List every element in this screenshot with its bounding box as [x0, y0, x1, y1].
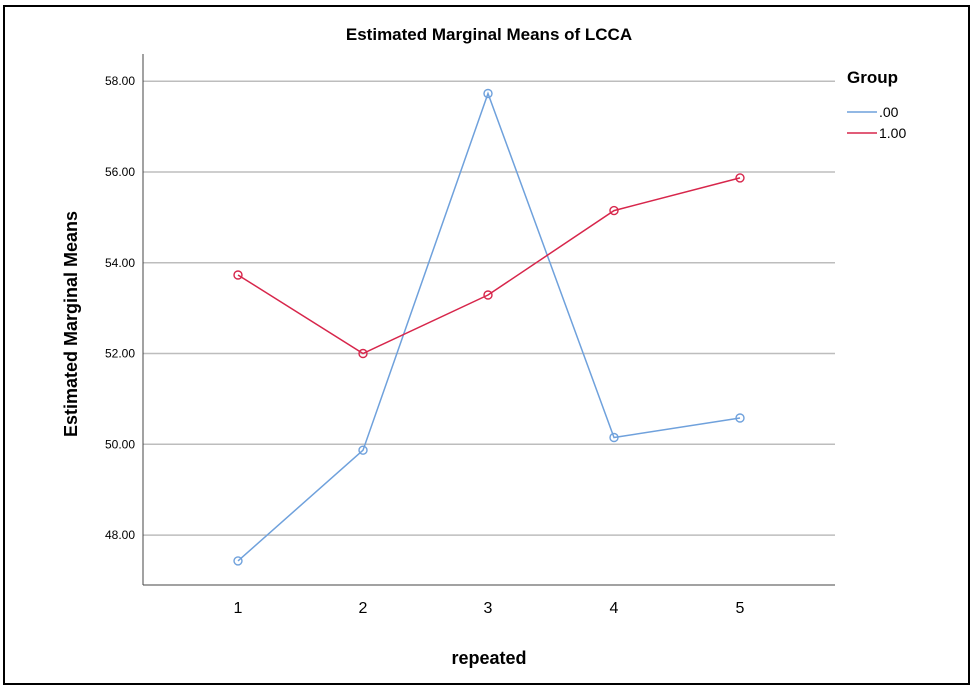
- x-tick-label: 2: [359, 600, 368, 617]
- y-tick-label: 50.00: [105, 437, 135, 451]
- series-1: [233, 173, 745, 359]
- y-tick-label: 52.00: [105, 347, 135, 361]
- y-axis-label: Estimated Marginal Means: [61, 211, 81, 437]
- data-point: [609, 432, 619, 443]
- x-axis-label: repeated: [451, 648, 526, 668]
- chart-frame: Estimated Marginal Means of LCCA 48.00 50…: [3, 5, 970, 685]
- legend-title: Group: [847, 68, 898, 87]
- data-point: [358, 348, 368, 359]
- series-line: [237, 177, 741, 355]
- legend-label: .00: [879, 104, 899, 120]
- y-tick-label: 54.00: [105, 256, 135, 270]
- data-point: [735, 413, 745, 423]
- x-tick-label: 1: [234, 600, 243, 617]
- data-point: [483, 290, 493, 300]
- data-point: [233, 556, 243, 566]
- series-line: [237, 91, 741, 562]
- legend: Group .00 1.00: [847, 68, 906, 141]
- x-tick-labels: 1 2 3 4 5: [234, 600, 745, 617]
- x-tick-label: 5: [736, 600, 745, 617]
- x-tick-label: 3: [484, 600, 493, 617]
- x-tick-label: 4: [610, 600, 619, 617]
- gridlines: [143, 80, 835, 536]
- series-0: [233, 88, 745, 566]
- y-tick-label: 48.00: [105, 528, 135, 542]
- data-point: [233, 270, 243, 280]
- line-chart: Estimated Marginal Means of LCCA 48.00 50…: [61, 25, 906, 668]
- chart-title: Estimated Marginal Means of LCCA: [346, 25, 632, 44]
- data-point: [609, 205, 619, 216]
- series: [233, 88, 745, 566]
- axes: [142, 54, 835, 586]
- data-point: [735, 173, 745, 183]
- data-point: [483, 88, 493, 99]
- data-point: [358, 445, 368, 455]
- y-tick-label: 58.00: [105, 74, 135, 88]
- legend-label: 1.00: [879, 125, 906, 141]
- y-tick-label: 56.00: [105, 165, 135, 179]
- y-tick-labels: 48.00 50.00 52.00 54.00 56.00 58.00: [105, 74, 135, 542]
